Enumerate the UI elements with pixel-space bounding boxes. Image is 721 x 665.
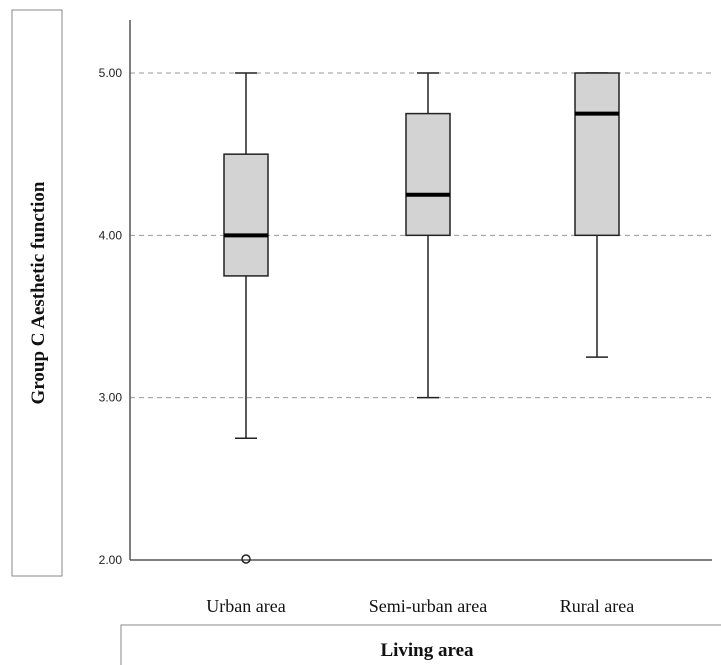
x-category-label: Urban area (206, 596, 285, 616)
y-tick-label: 2.00 (99, 553, 123, 567)
x-category-labels: Urban area Semi-urban area Rural area (206, 596, 634, 616)
y-tick-labels: 2.00 3.00 4.00 5.00 (99, 66, 123, 567)
iqr-box (405, 112, 451, 237)
outlier-point (241, 554, 251, 564)
boxes (223, 72, 620, 564)
y-axis-title-frame (11, 9, 63, 577)
box-group (405, 72, 451, 399)
y-tick-label: 5.00 (99, 66, 123, 80)
iqr-box (574, 72, 620, 237)
box-group (223, 72, 269, 564)
y-tick-label: 4.00 (99, 228, 123, 242)
y-tick-label: 3.00 (99, 391, 123, 405)
axes (129, 20, 712, 561)
iqr-box (223, 153, 269, 277)
x-axis-title: Living area (380, 640, 474, 661)
y-axis-title: Group C Aesthetic function (28, 181, 49, 404)
x-category-label: Semi-urban area (369, 596, 487, 616)
x-axis-title-frame (120, 624, 721, 665)
box-group (574, 72, 620, 358)
x-category-label: Rural area (560, 596, 634, 616)
